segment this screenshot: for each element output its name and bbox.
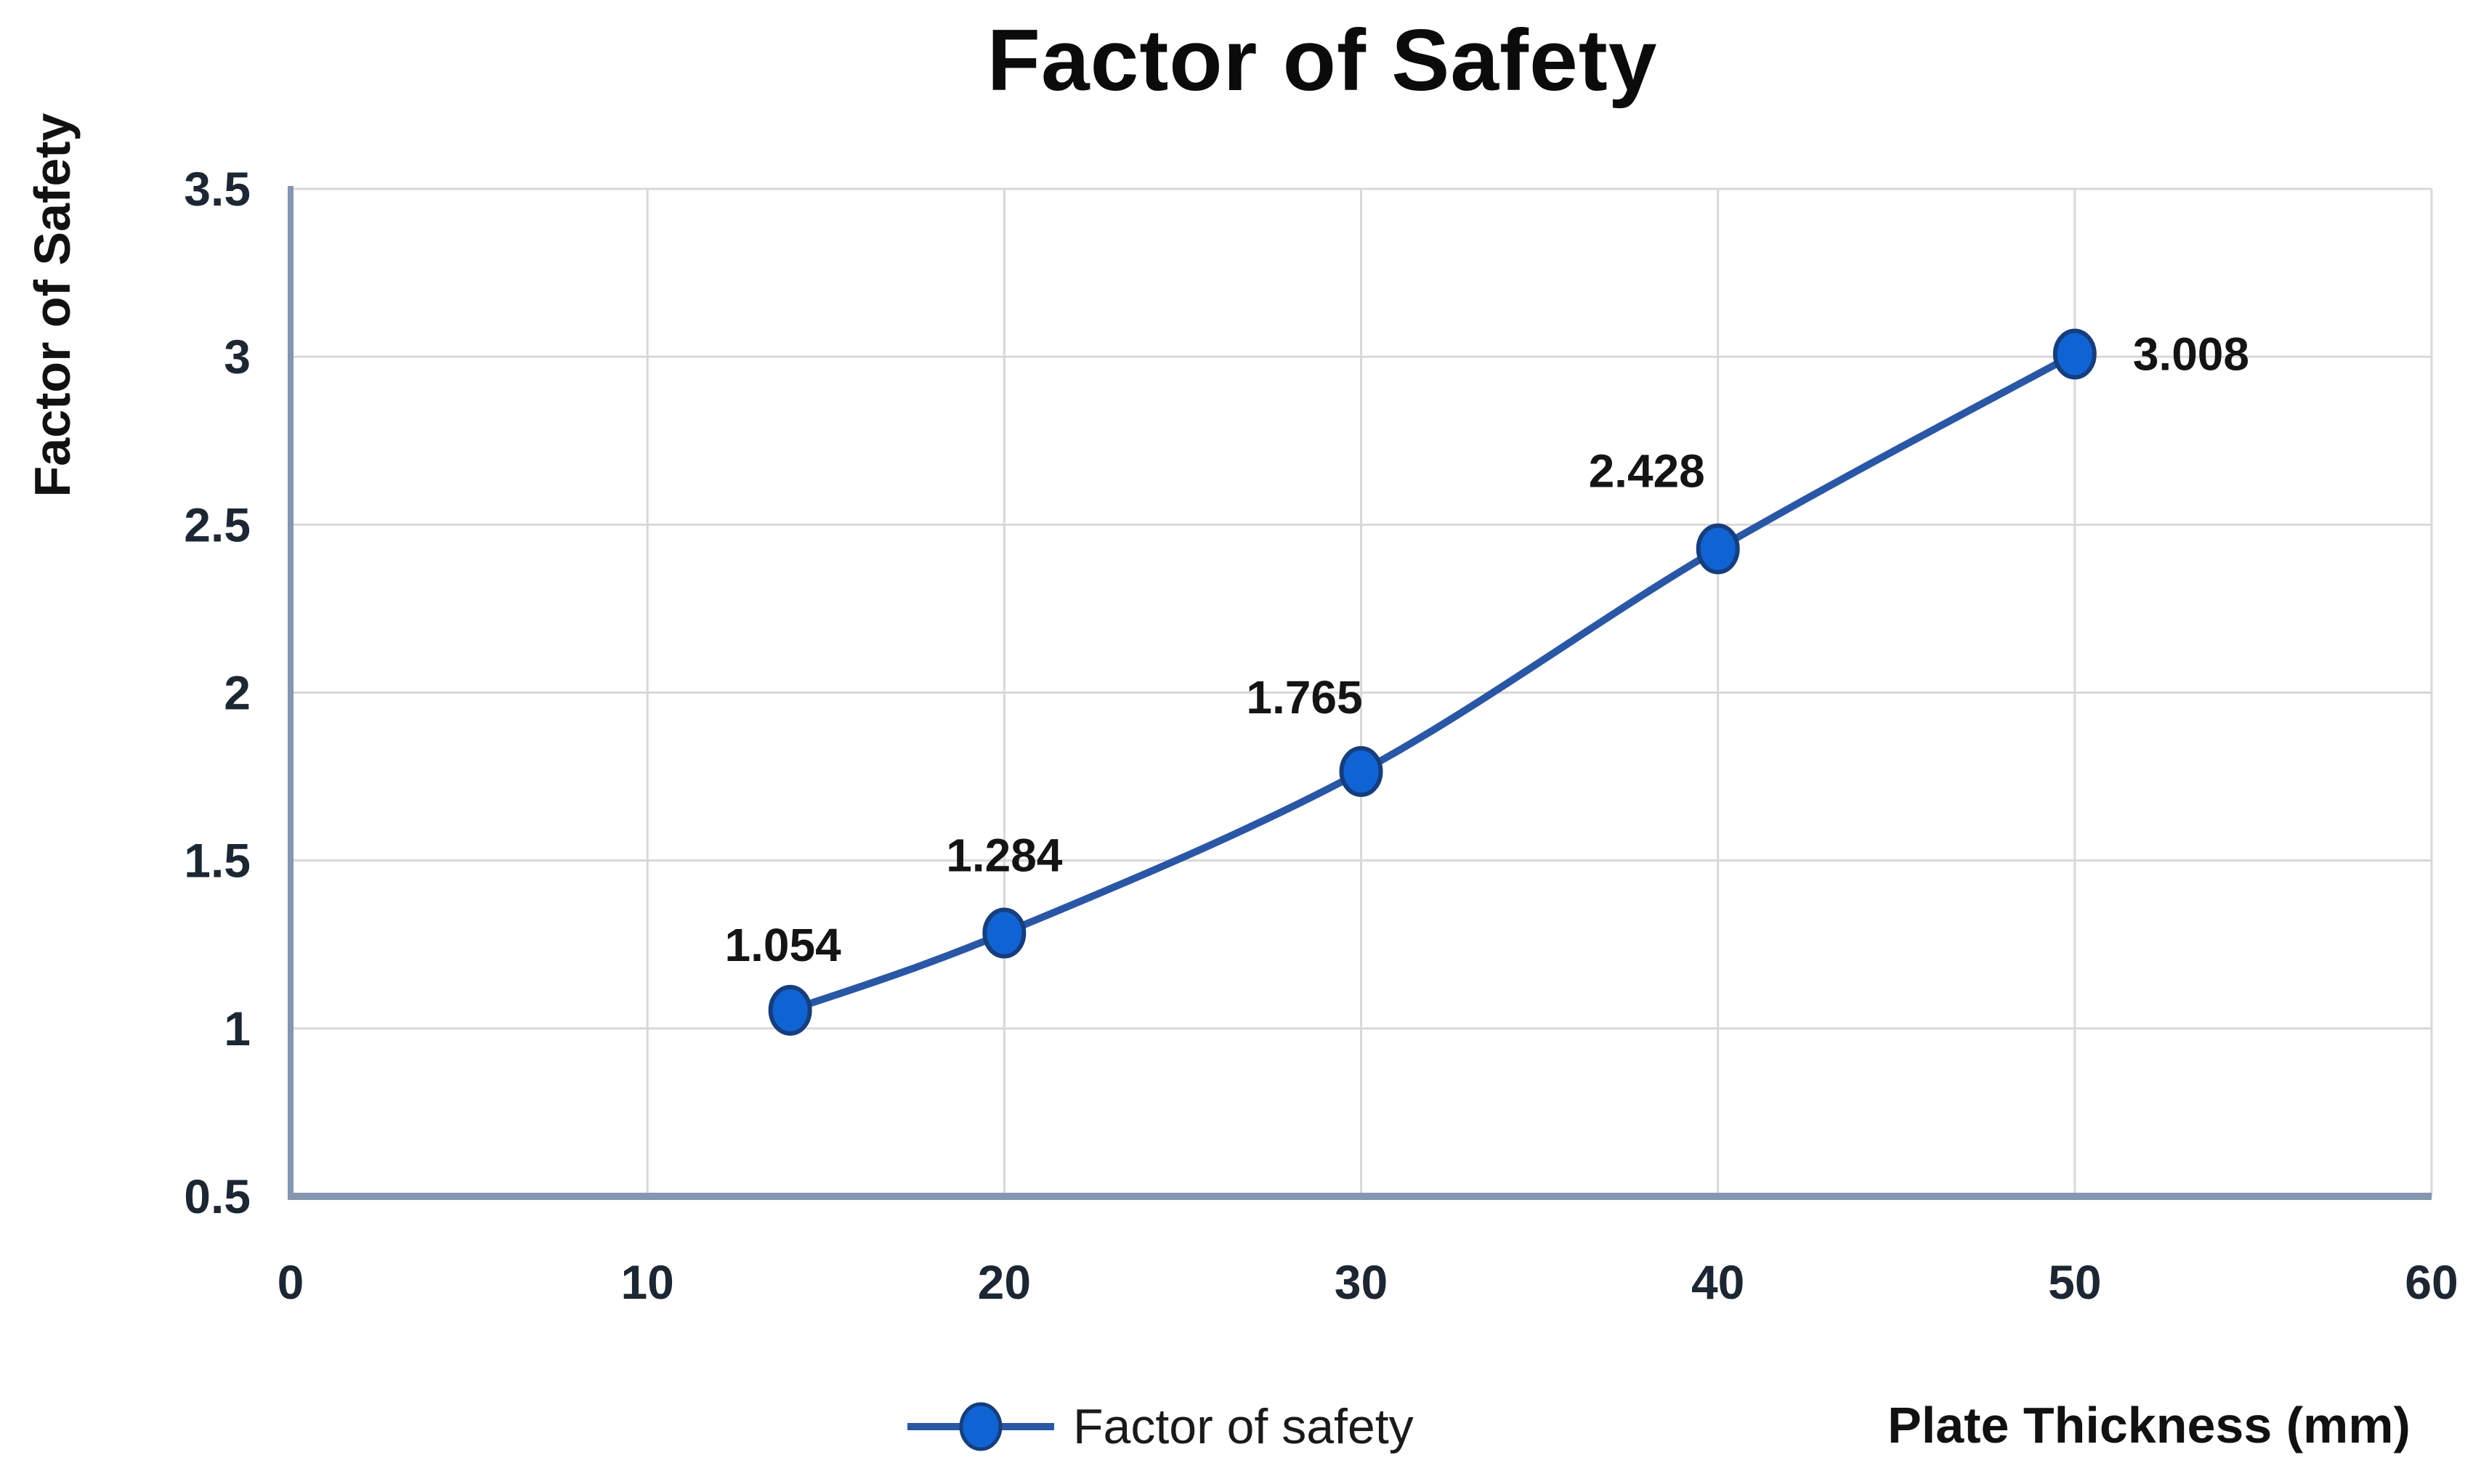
y-tick-label: 3.5 bbox=[184, 162, 251, 216]
x-tick-label: 10 bbox=[620, 1255, 673, 1309]
x-tick-label: 20 bbox=[978, 1255, 1031, 1309]
y-tick-label: 1 bbox=[224, 1002, 251, 1055]
data-point-label: 1.765 bbox=[1246, 671, 1362, 723]
x-tick-label: 40 bbox=[1691, 1255, 1744, 1309]
data-point-label: 3.008 bbox=[2133, 328, 2249, 380]
legend: Factor of safety bbox=[904, 1398, 1414, 1455]
y-tick-label: 2.5 bbox=[184, 498, 251, 551]
y-tick-label: 2 bbox=[224, 666, 251, 720]
data-point-label: 1.054 bbox=[725, 919, 842, 971]
series-line bbox=[788, 351, 2077, 1014]
data-point-label: 1.284 bbox=[946, 830, 1063, 882]
data-point-marker bbox=[982, 907, 1027, 959]
x-tick-label: 60 bbox=[2405, 1255, 2458, 1309]
data-point-marker bbox=[1696, 523, 1740, 575]
data-point-label: 2.428 bbox=[1589, 445, 1705, 498]
legend-label: Factor of safety bbox=[1073, 1399, 1414, 1454]
y-tick-label: 3 bbox=[224, 330, 251, 384]
x-tick-label: 0 bbox=[278, 1255, 304, 1309]
x-axis-title: Plate Thickness (mm) bbox=[1887, 1397, 2411, 1453]
y-tick-label: 0.5 bbox=[184, 1169, 251, 1223]
y-tick-label: 1.5 bbox=[184, 834, 251, 888]
x-tick-label: 50 bbox=[2048, 1255, 2101, 1309]
x-tick-label: 30 bbox=[1335, 1255, 1388, 1309]
legend-dot-icon bbox=[959, 1402, 1003, 1451]
data-point-marker bbox=[2052, 328, 2097, 380]
chart-title: Factor of Safety bbox=[987, 12, 1658, 109]
legend-line-marker-icon bbox=[907, 1402, 1054, 1451]
data-point-marker bbox=[768, 984, 812, 1036]
data-point-marker bbox=[1339, 746, 1383, 798]
